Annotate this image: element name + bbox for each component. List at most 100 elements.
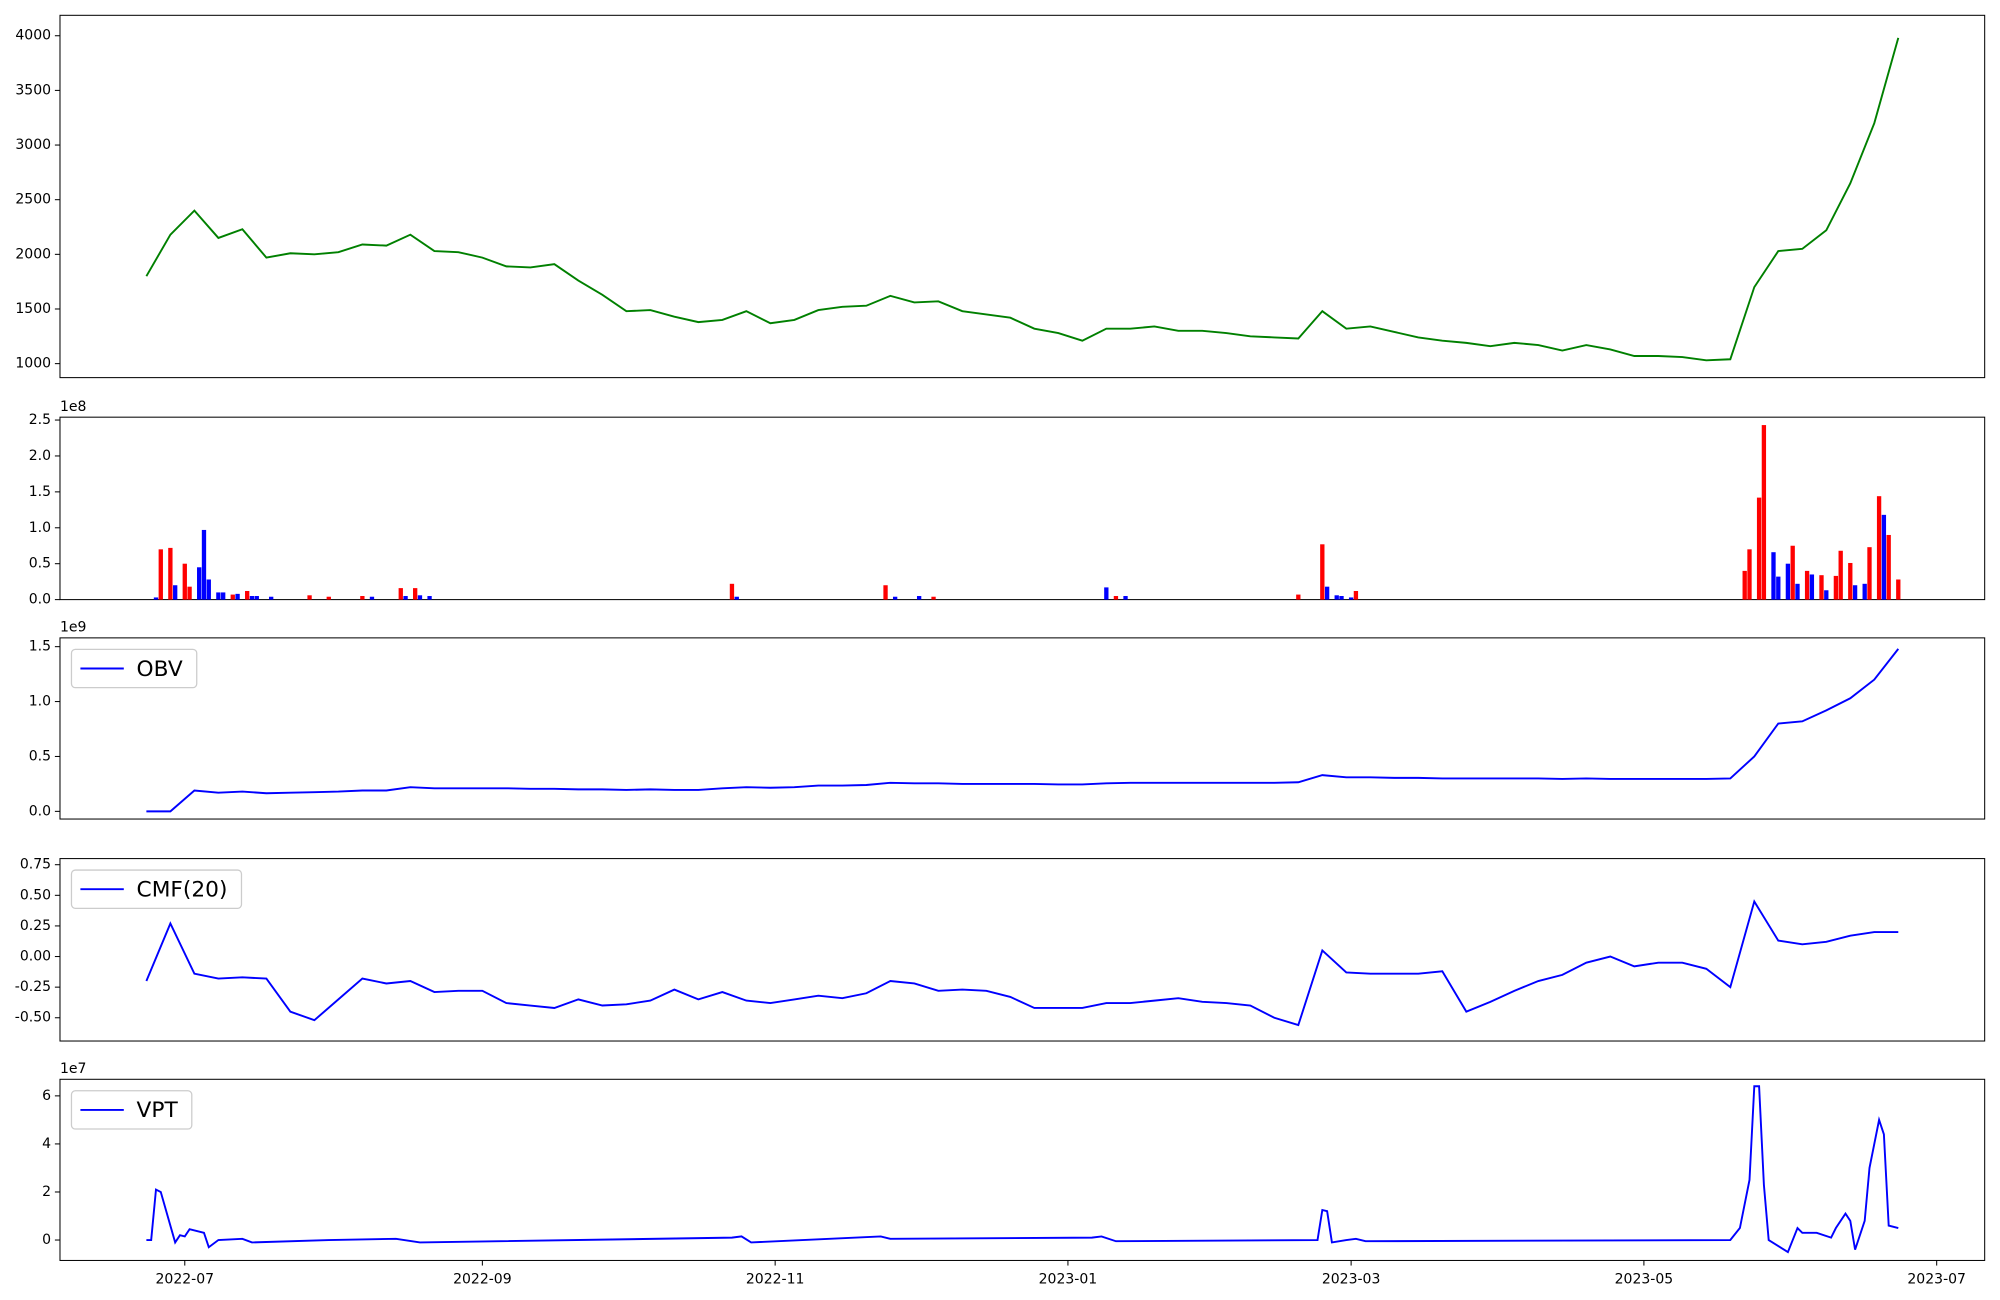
bar [182, 563, 187, 600]
bar [201, 529, 207, 600]
x-tick-label: 2023-05 [1615, 1272, 1674, 1288]
y-tick-label: -0.50 [15, 1010, 51, 1026]
bar [269, 596, 274, 600]
bar [931, 596, 936, 600]
panel: -0.50 -0.25 0.00 0.25 0.50 0.75 CMF(20) [15, 857, 1986, 1042]
bar [168, 547, 173, 600]
legend: VPT [70, 1090, 193, 1130]
bar [187, 586, 192, 600]
bar [173, 585, 178, 600]
y-tick-label: 0.75 [20, 857, 51, 873]
bar [1852, 585, 1858, 600]
bar [1756, 497, 1762, 600]
bar [245, 590, 250, 600]
bar [403, 596, 408, 600]
bar [1848, 562, 1853, 600]
bar [1867, 547, 1872, 600]
y-tick-label: 3500 [15, 82, 51, 98]
bar [230, 594, 235, 600]
x-tick-label: 2023-01 [1039, 1272, 1098, 1288]
y-tick-label: 0.25 [20, 918, 51, 934]
bar [1795, 583, 1800, 600]
legend-box [70, 648, 198, 689]
legend-label: OBV [137, 657, 183, 682]
x-tick-label: 2022-07 [155, 1272, 214, 1288]
y-tick-label: 1.0 [29, 520, 51, 536]
bar [216, 592, 221, 600]
bar [206, 579, 211, 600]
bar [1324, 586, 1330, 600]
y-tick-label: 0.0 [29, 592, 51, 608]
bar [360, 596, 365, 600]
bar [1785, 563, 1791, 600]
x-tick-label: 2023-07 [1907, 1272, 1966, 1288]
plot-frame [59, 1078, 1986, 1261]
y-tick-label: 4 [42, 1136, 51, 1152]
bar [916, 596, 922, 600]
x-tick-label: 2022-11 [746, 1272, 805, 1288]
y-tick-label: 0 [42, 1232, 51, 1248]
y-tick-label: 2.0 [29, 448, 51, 464]
panel: 0.0 0.5 1.0 1.5 2.0 2.5 1e8 [29, 399, 1986, 608]
x-tick-label: 2022-09 [453, 1272, 512, 1288]
y-tick-label: 2 [42, 1184, 51, 1200]
bar [369, 596, 375, 600]
y-tick-label: 6 [42, 1088, 51, 1104]
bar [1896, 579, 1901, 600]
y-tick-label: 0.5 [29, 748, 51, 764]
bar [1881, 514, 1887, 600]
plot-frame [59, 858, 1986, 1042]
data-line [146, 1085, 1899, 1254]
bar [427, 596, 432, 600]
bar [413, 588, 418, 600]
y-tick-label: 2.5 [29, 412, 51, 428]
offset-text: 1e7 [60, 1061, 86, 1077]
bar [1123, 596, 1128, 600]
bar [1747, 549, 1752, 600]
offset-text: 1e8 [60, 399, 86, 415]
bar [326, 596, 331, 600]
y-tick-label: 3000 [15, 137, 51, 153]
legend: CMF(20) [70, 869, 243, 909]
bar [197, 567, 202, 600]
bar [1886, 534, 1891, 600]
y-tick-label: 1.0 [29, 694, 51, 710]
bar [1339, 596, 1344, 600]
y-tick-label: 0.50 [20, 887, 51, 903]
bar [1804, 570, 1810, 600]
data-line [146, 648, 1900, 813]
bar [417, 595, 423, 600]
y-tick-label: 1.5 [29, 484, 51, 500]
legend-box [70, 869, 243, 909]
panel: 1000 1500 2000 2500 3000 3500 4000 [15, 14, 1986, 379]
legend-box [70, 1090, 193, 1130]
legend-label: CMF(20) [137, 877, 228, 902]
y-tick-label: 1.5 [29, 639, 51, 655]
bar [1353, 590, 1359, 600]
bar [307, 595, 312, 600]
bar [1790, 545, 1795, 600]
data-line [145, 37, 1900, 362]
bar [249, 596, 255, 600]
bar [1838, 550, 1843, 600]
offset-text: 1e9 [60, 620, 86, 636]
bar [1819, 575, 1824, 600]
bar [1876, 496, 1882, 600]
bar [1833, 575, 1839, 600]
bar [221, 592, 226, 600]
x-tick-label: 2023-03 [1322, 1272, 1381, 1288]
bar [1348, 597, 1354, 600]
bar [729, 583, 735, 600]
data-line [145, 899, 1899, 1027]
bar [1824, 590, 1829, 600]
bar [1776, 576, 1781, 600]
bar [1334, 595, 1339, 600]
y-tick-label: 2500 [15, 192, 51, 208]
y-tick-label: -0.25 [15, 979, 51, 995]
plot-frame [59, 14, 1986, 379]
bar [1862, 583, 1867, 600]
panel: 0 2 4 6 1e7 2022-07 2022-09 2022-11 2023-01 2023-… [42, 1061, 1986, 1288]
bar [398, 588, 403, 600]
bar [734, 596, 739, 600]
